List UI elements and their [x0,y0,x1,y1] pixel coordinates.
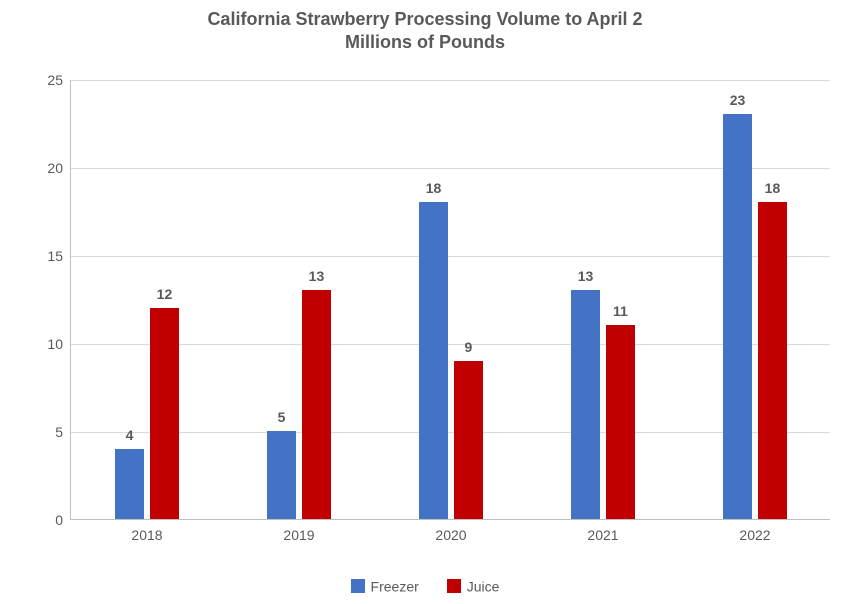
ytick-label: 0 [55,512,71,528]
bar-value-label: 4 [126,427,134,443]
bar-value-label: 18 [765,180,781,196]
bar-value-label: 12 [157,286,173,302]
gridline [71,80,830,81]
ytick-label: 15 [47,248,71,264]
chart-title-line2: Millions of Pounds [345,32,505,52]
bar: 13 [571,290,600,519]
legend: Freezer Juice [0,577,850,594]
ytick-label: 10 [47,336,71,352]
bar-value-label: 23 [730,92,746,108]
ytick-label: 20 [47,160,71,176]
bar: 4 [115,449,144,519]
xtick-label: 2021 [587,519,618,543]
legend-swatch [351,579,365,593]
bar: 5 [267,431,296,519]
gridline [71,256,830,257]
bar: 18 [758,202,787,519]
chart-title: California Strawberry Processing Volume … [0,8,850,53]
gridline [71,168,830,169]
xtick-label: 2022 [739,519,770,543]
bar-value-label: 18 [426,180,442,196]
legend-swatch [447,579,461,593]
bar-value-label: 9 [465,339,473,355]
legend-item: Juice [447,577,500,594]
plot-area: 0510152025201841220195132020189202113112… [70,80,830,520]
bar: 11 [606,325,635,519]
bar: 18 [419,202,448,519]
ytick-label: 5 [55,424,71,440]
bar-value-label: 13 [578,268,594,284]
legend-item: Freezer [351,577,419,594]
legend-label: Juice [467,578,500,594]
gridline [71,344,830,345]
bar-value-label: 11 [613,303,628,319]
chart-title-line1: California Strawberry Processing Volume … [207,9,642,29]
legend-label: Freezer [371,578,419,594]
bar: 23 [723,114,752,519]
bar-value-label: 13 [309,268,325,284]
chart-container: California Strawberry Processing Volume … [0,0,850,604]
xtick-label: 2018 [131,519,162,543]
xtick-label: 2019 [283,519,314,543]
xtick-label: 2020 [435,519,466,543]
bar: 9 [454,361,483,519]
ytick-label: 25 [47,72,71,88]
bar: 13 [302,290,331,519]
bar-value-label: 5 [278,409,286,425]
bar: 12 [150,308,179,519]
gridline [71,432,830,433]
